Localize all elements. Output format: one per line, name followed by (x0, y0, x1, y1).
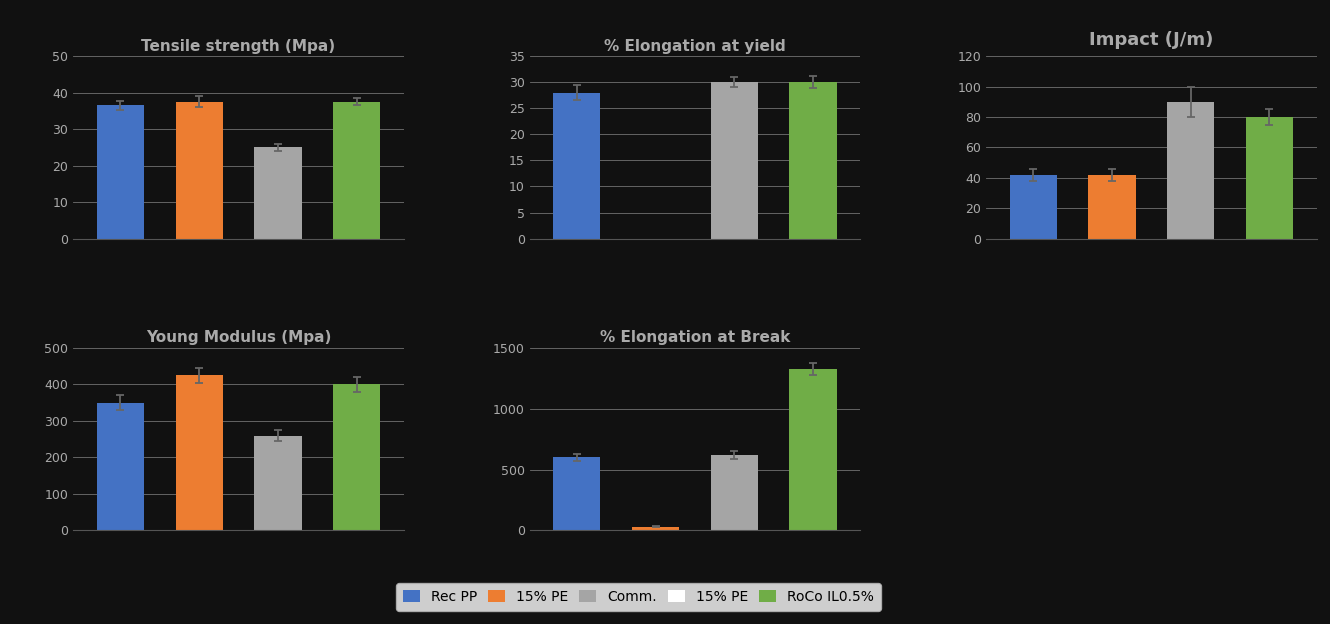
Bar (97, 402, 144, 530)
Legend: Rec PP, 15% PE, Comm., 15% PE, RoCo IL0.5%: Rec PP, 15% PE, Comm., 15% PE, RoCo IL0.… (396, 583, 880, 611)
Bar (710, 455, 758, 530)
Bar (553, 92, 600, 238)
Bar (790, 369, 837, 530)
Bar (332, 102, 380, 238)
Bar (97, 105, 144, 238)
Title: Tensile strength (Mpa): Tensile strength (Mpa) (141, 39, 335, 54)
Title: % Elongation at yield: % Elongation at yield (604, 39, 786, 54)
Title: Impact (J/m): Impact (J/m) (1089, 31, 1213, 49)
Bar (176, 102, 222, 238)
Bar (1168, 102, 1214, 238)
Bar (710, 82, 758, 238)
Bar (254, 147, 302, 238)
Bar (1088, 175, 1136, 238)
Bar (1009, 175, 1057, 238)
Title: Young Modulus (Mpa): Young Modulus (Mpa) (146, 331, 331, 346)
Bar (254, 436, 302, 530)
Bar (332, 384, 380, 530)
Bar (1246, 117, 1293, 238)
Title: % Elongation at Break: % Elongation at Break (600, 331, 790, 346)
Bar (790, 82, 837, 238)
Bar (632, 527, 680, 530)
Bar (553, 457, 600, 530)
Bar (176, 376, 222, 530)
